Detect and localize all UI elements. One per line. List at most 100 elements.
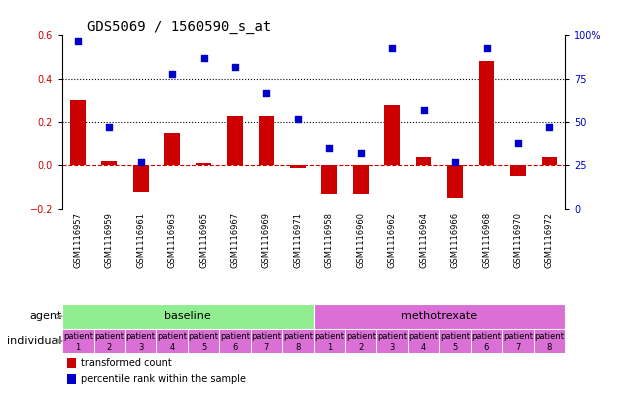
Text: 2: 2 bbox=[358, 343, 363, 353]
Bar bbox=[510, 165, 526, 176]
Text: GSM1116967: GSM1116967 bbox=[230, 212, 240, 268]
Bar bbox=[439, 329, 471, 353]
Text: 8: 8 bbox=[295, 343, 301, 353]
Bar bbox=[67, 374, 76, 384]
Text: 5: 5 bbox=[453, 343, 458, 353]
Text: GSM1116958: GSM1116958 bbox=[325, 212, 334, 268]
Text: patient: patient bbox=[314, 332, 344, 340]
Text: 5: 5 bbox=[201, 343, 206, 353]
Bar bbox=[62, 304, 314, 329]
Text: GSM1116957: GSM1116957 bbox=[73, 212, 83, 268]
Text: methotrexate: methotrexate bbox=[401, 311, 478, 321]
Point bbox=[450, 159, 460, 165]
Text: 1: 1 bbox=[75, 343, 81, 353]
Text: transformed count: transformed count bbox=[81, 358, 172, 368]
Bar bbox=[353, 165, 369, 194]
Text: agent: agent bbox=[29, 311, 61, 321]
Text: 7: 7 bbox=[264, 343, 269, 353]
Point bbox=[104, 124, 114, 130]
Point bbox=[419, 107, 428, 113]
Bar bbox=[133, 165, 148, 191]
Bar bbox=[533, 329, 565, 353]
Text: 7: 7 bbox=[515, 343, 520, 353]
Text: 4: 4 bbox=[170, 343, 175, 353]
Bar bbox=[227, 116, 243, 165]
Text: patient: patient bbox=[471, 332, 502, 340]
Text: 3: 3 bbox=[138, 343, 143, 353]
Point bbox=[545, 124, 555, 130]
Point bbox=[324, 145, 334, 151]
Bar bbox=[384, 105, 400, 165]
Bar bbox=[188, 329, 219, 353]
Text: GSM1116959: GSM1116959 bbox=[105, 212, 114, 268]
Bar bbox=[314, 304, 565, 329]
Text: GDS5069 / 1560590_s_at: GDS5069 / 1560590_s_at bbox=[87, 20, 271, 34]
Bar bbox=[67, 358, 76, 368]
Text: patient: patient bbox=[189, 332, 219, 340]
Text: patient: patient bbox=[157, 332, 187, 340]
Text: GSM1116965: GSM1116965 bbox=[199, 212, 208, 268]
Bar bbox=[345, 329, 376, 353]
Text: GSM1116968: GSM1116968 bbox=[482, 212, 491, 268]
Text: patient: patient bbox=[283, 332, 313, 340]
Text: GSM1116969: GSM1116969 bbox=[262, 212, 271, 268]
Text: GSM1116972: GSM1116972 bbox=[545, 212, 554, 268]
Point bbox=[230, 63, 240, 70]
Text: patient: patient bbox=[440, 332, 470, 340]
Bar bbox=[62, 329, 94, 353]
Point bbox=[136, 159, 146, 165]
Point bbox=[388, 44, 397, 51]
Text: patient: patient bbox=[503, 332, 533, 340]
Bar bbox=[70, 101, 86, 165]
Bar bbox=[542, 157, 557, 165]
Bar bbox=[125, 329, 156, 353]
Bar bbox=[94, 329, 125, 353]
Text: patient: patient bbox=[63, 332, 93, 340]
Text: 6: 6 bbox=[484, 343, 489, 353]
Text: 1: 1 bbox=[327, 343, 332, 353]
Point bbox=[513, 140, 523, 146]
Text: GSM1116961: GSM1116961 bbox=[136, 212, 145, 268]
Bar bbox=[165, 133, 180, 165]
Bar bbox=[314, 329, 345, 353]
Bar bbox=[251, 329, 282, 353]
Bar bbox=[290, 165, 306, 168]
Text: patient: patient bbox=[252, 332, 281, 340]
Text: individual: individual bbox=[7, 336, 61, 346]
Text: GSM1116962: GSM1116962 bbox=[388, 212, 397, 268]
Text: baseline: baseline bbox=[165, 311, 211, 321]
Bar bbox=[502, 329, 533, 353]
Bar bbox=[416, 157, 432, 165]
Bar bbox=[376, 329, 408, 353]
Text: GSM1116964: GSM1116964 bbox=[419, 212, 428, 268]
Bar bbox=[258, 116, 274, 165]
Text: GSM1116963: GSM1116963 bbox=[168, 212, 176, 268]
Text: patient: patient bbox=[125, 332, 156, 340]
Text: patient: patient bbox=[409, 332, 438, 340]
Point bbox=[481, 44, 491, 51]
Text: 3: 3 bbox=[389, 343, 395, 353]
Text: 4: 4 bbox=[421, 343, 426, 353]
Text: patient: patient bbox=[535, 332, 564, 340]
Point bbox=[167, 70, 177, 77]
Bar bbox=[282, 329, 314, 353]
Bar bbox=[479, 61, 494, 165]
Text: 8: 8 bbox=[546, 343, 552, 353]
Text: patient: patient bbox=[220, 332, 250, 340]
Text: percentile rank within the sample: percentile rank within the sample bbox=[81, 374, 246, 384]
Text: patient: patient bbox=[94, 332, 124, 340]
Bar bbox=[447, 165, 463, 198]
Bar bbox=[471, 329, 502, 353]
Text: GSM1116971: GSM1116971 bbox=[293, 212, 302, 268]
Text: patient: patient bbox=[346, 332, 376, 340]
Text: patient: patient bbox=[377, 332, 407, 340]
Bar bbox=[408, 329, 439, 353]
Bar bbox=[156, 329, 188, 353]
Text: 6: 6 bbox=[232, 343, 238, 353]
Point bbox=[199, 55, 209, 61]
Bar bbox=[101, 161, 117, 165]
Point bbox=[356, 150, 366, 156]
Text: 2: 2 bbox=[107, 343, 112, 353]
Text: GSM1116966: GSM1116966 bbox=[451, 212, 460, 268]
Point bbox=[73, 37, 83, 44]
